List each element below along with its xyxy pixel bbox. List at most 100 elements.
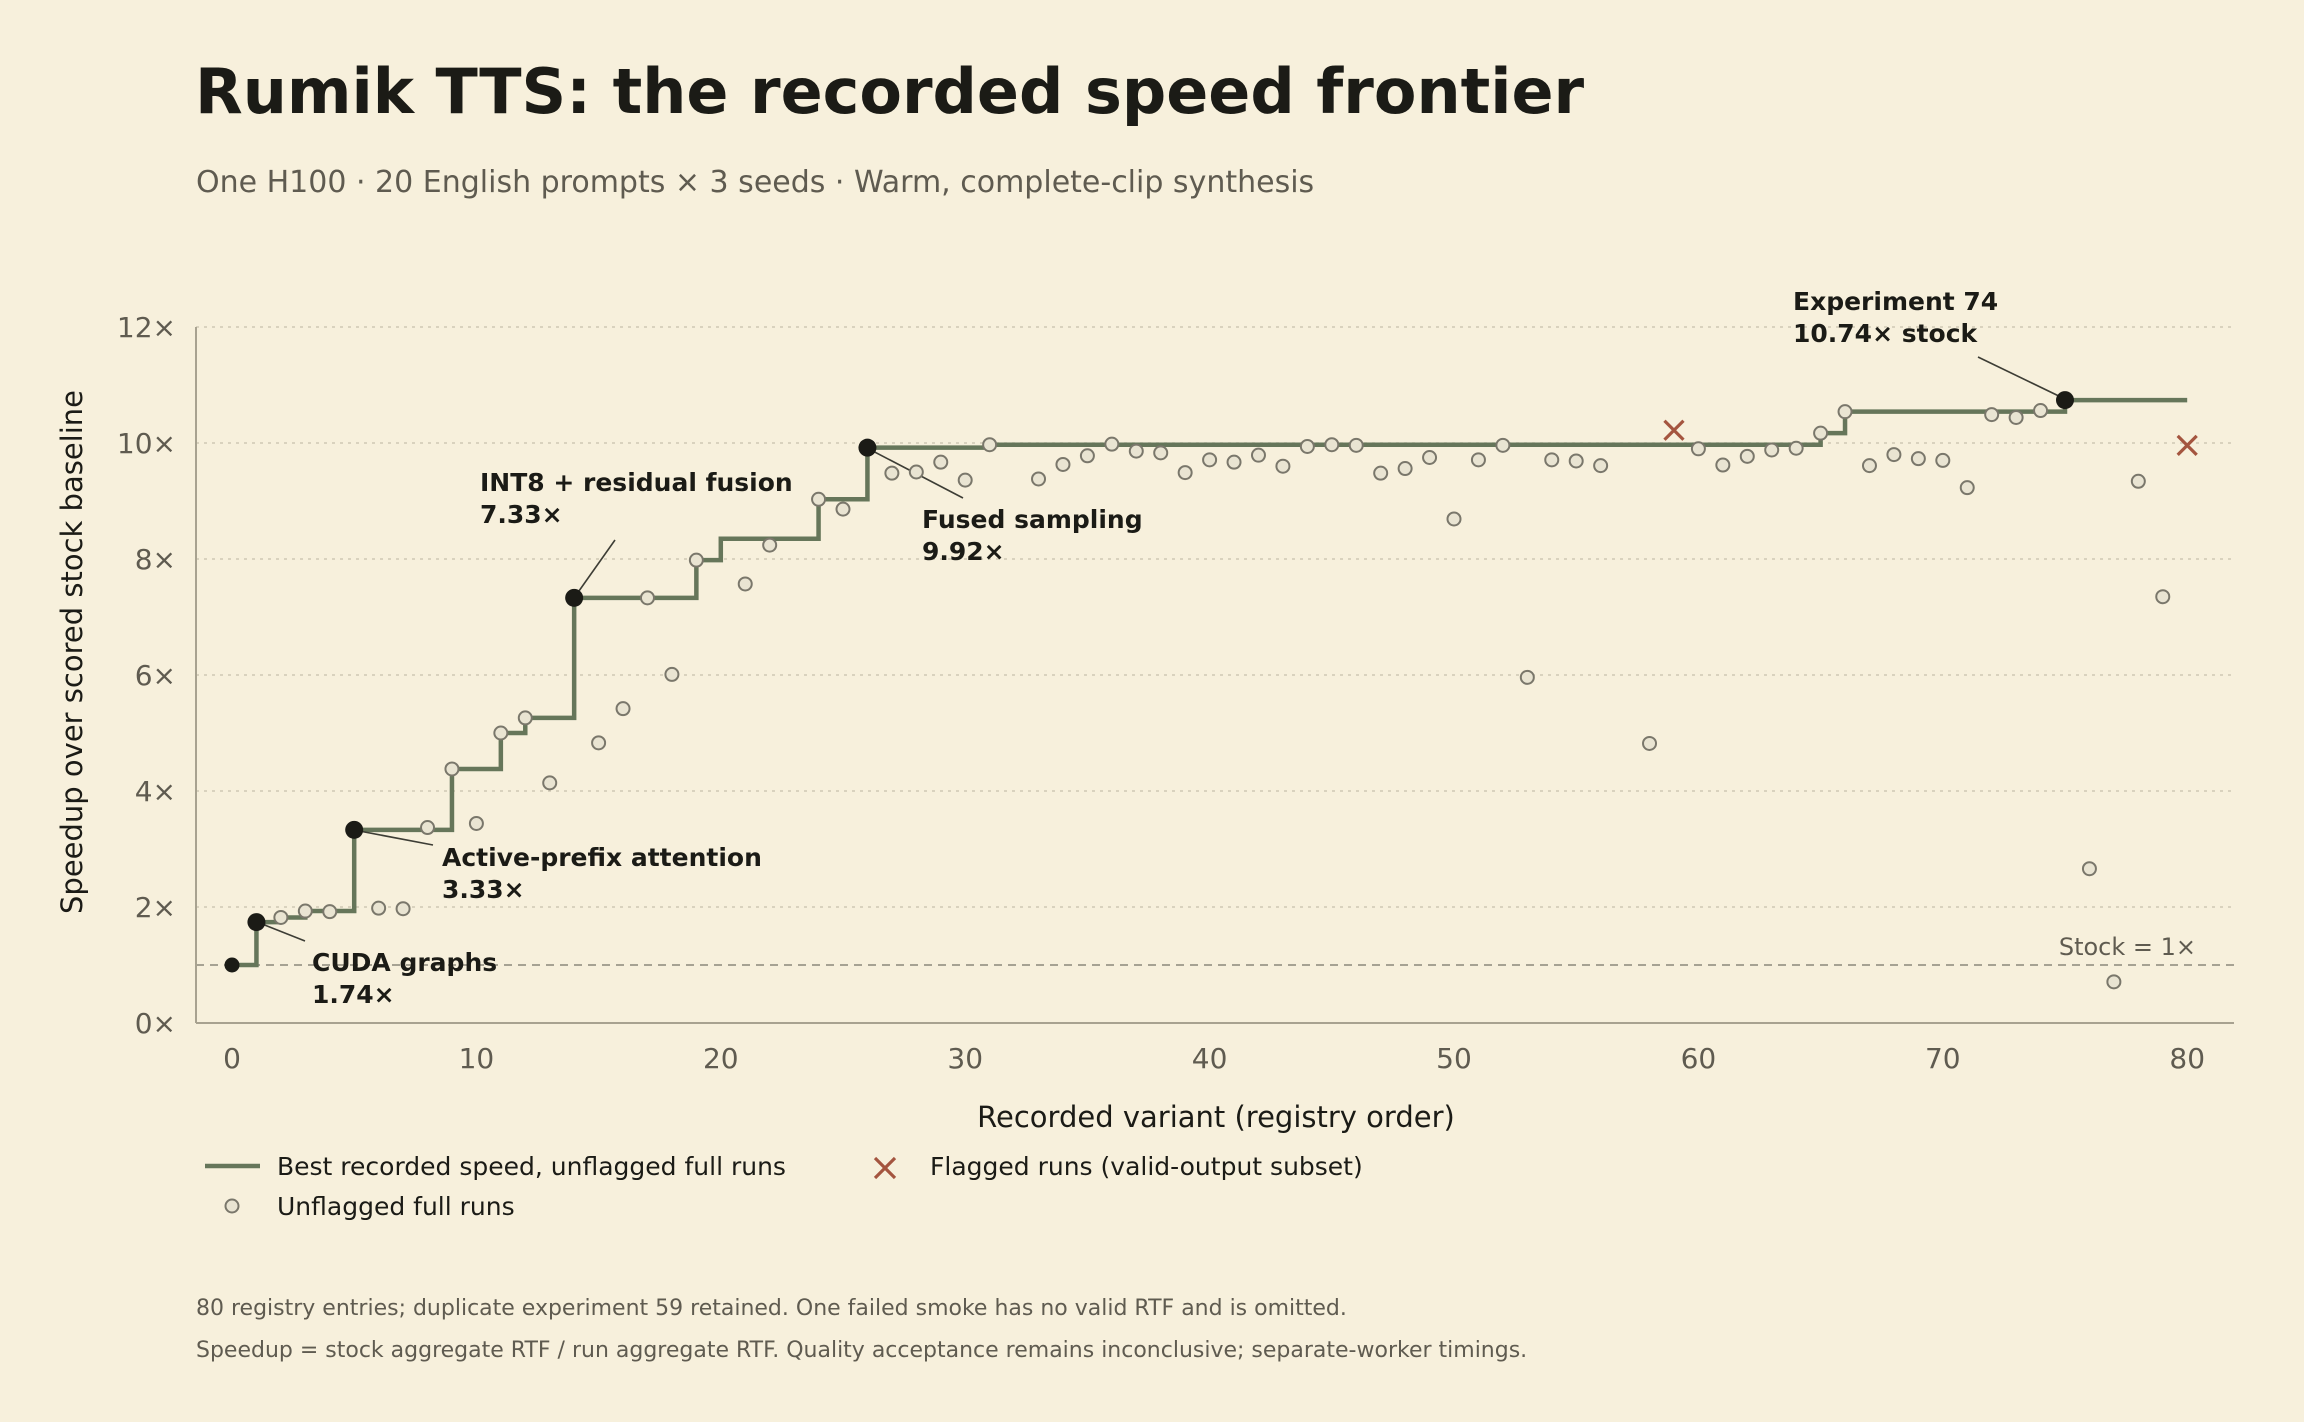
y-tick-labels: 0× 2× 4× 6× 8× 10× 12×: [117, 311, 176, 1040]
unflagged-run-point: [517, 710, 533, 726]
unflagged-run-point: [615, 701, 631, 717]
annotation-label: CUDA graphs: [312, 948, 497, 977]
unflagged-run-point: [1104, 436, 1120, 452]
flagged-marker-stroke: [1663, 419, 1685, 441]
y-tick-label: 12×: [117, 311, 176, 344]
unflagged-run-point: [468, 815, 484, 831]
unflagged-run-point: [1079, 448, 1095, 464]
annotation-leader-line: [353, 829, 434, 846]
annotation-leader-line: [256, 921, 306, 942]
unflagged-run-point: [2033, 403, 2049, 419]
legend-frontier-label: Best recorded speed, unflagged full runs: [277, 1152, 786, 1181]
unflagged-run-point: [1690, 441, 1706, 457]
unflagged-run-point: [908, 464, 924, 480]
unflagged-run-point: [1495, 437, 1511, 453]
unflagged-run-point: [1275, 458, 1291, 474]
legend-flagged-swatch: [873, 1156, 897, 1180]
unflagged-run-point: [297, 903, 313, 919]
unflagged-run-point: [639, 590, 655, 606]
unflagged-run-point: [1861, 458, 1877, 474]
unflagged-run-point: [1299, 438, 1315, 454]
x-tick-label: 40: [1192, 1042, 1228, 1075]
chart-title: Rumik TTS: the recorded speed frontier: [195, 55, 1585, 128]
annotation-label: INT8 + residual fusion: [480, 468, 793, 497]
unflagged-run-point: [1446, 511, 1462, 527]
milestone-point: [858, 438, 877, 457]
milestone-points: [224, 391, 2074, 973]
unflagged-run-point: [737, 576, 753, 592]
milestone-point: [247, 913, 266, 932]
y-tick-label: 2×: [135, 891, 176, 924]
unflagged-run-point: [1886, 447, 1902, 463]
unflagged-run-point: [1544, 452, 1560, 468]
unflagged-run-point: [1226, 454, 1242, 470]
annotations: CUDA graphs 1.74× Active-prefix attention 3…: [312, 287, 1998, 1009]
unflagged-run-point: [1910, 451, 1926, 467]
unflagged-run-point: [1470, 452, 1486, 468]
unflagged-run-point: [1519, 669, 1535, 685]
unflagged-run-point: [884, 465, 900, 481]
unflagged-run-point: [444, 761, 460, 777]
unflagged-run-point: [1055, 456, 1071, 472]
unflagged-run-point: [493, 725, 509, 741]
unflagged-run-point: [1715, 457, 1731, 473]
legend-unflagged-swatch: [224, 1198, 240, 1214]
milestone-point: [224, 957, 240, 973]
x-tick-label: 60: [1681, 1042, 1717, 1075]
unflagged-run-point: [1202, 452, 1218, 468]
x-tick-label: 30: [947, 1042, 983, 1075]
axes: [195, 327, 2234, 1024]
y-tick-label: 0×: [135, 1007, 176, 1040]
unflagged-run-point: [1935, 452, 1951, 468]
x-tick-labels: 0 10 20 30 40 50 60 70 80: [223, 1042, 2205, 1075]
unflagged-run-point: [273, 909, 289, 925]
unflagged-run-point: [1984, 407, 2000, 423]
unflagged-run-point: [688, 552, 704, 568]
unflagged-run-point: [1788, 440, 1804, 456]
annotation-value: 3.33×: [442, 875, 525, 904]
unflagged-run-point: [1959, 480, 1975, 496]
milestone-point: [565, 588, 584, 607]
unflagged-run-point: [1642, 735, 1658, 751]
unflagged-run-point: [811, 491, 827, 507]
y-axis-label: Speedup over scored stock baseline: [55, 390, 89, 914]
milestone-point: [345, 820, 364, 839]
unflagged-run-point: [1177, 465, 1193, 481]
legend-flagged-label: Flagged runs (valid-output subset): [930, 1152, 1363, 1181]
unflagged-run-point: [1568, 453, 1584, 469]
legend-unflagged-label: Unflagged full runs: [277, 1192, 515, 1221]
unflagged-run-point: [371, 900, 387, 916]
unflagged-run-point: [1764, 442, 1780, 458]
flagged-run-marker: [2176, 434, 2198, 456]
x-tick-label: 10: [459, 1042, 495, 1075]
unflagged-run-point: [1324, 437, 1340, 453]
unflagged-run-point: [933, 454, 949, 470]
stock-reference: Stock = 1×: [196, 933, 2234, 966]
unflagged-run-point: [1397, 461, 1413, 477]
x-tick-label: 70: [1925, 1042, 1961, 1075]
unflagged-run-point: [1153, 445, 1169, 461]
annotation-label: Active-prefix attention: [442, 843, 762, 872]
unflagged-run-point: [982, 437, 998, 453]
unflagged-points: [273, 403, 2171, 990]
flagged-run-marker: [1663, 419, 1685, 441]
unflagged-run-point: [1373, 465, 1389, 481]
unflagged-run-point: [322, 904, 338, 920]
x-tick-label: 20: [703, 1042, 739, 1075]
y-tick-label: 10×: [117, 427, 176, 460]
unflagged-run-point: [1837, 404, 1853, 420]
unflagged-run-point: [591, 735, 607, 751]
flagged-points: [1663, 419, 2198, 456]
unflagged-run-point: [1031, 471, 1047, 487]
annotation-leader-line: [1977, 356, 2066, 400]
unflagged-run-point: [2008, 409, 2024, 425]
y-tick-label: 8×: [135, 543, 176, 576]
y-tick-label: 6×: [135, 659, 176, 692]
unflagged-run-point: [835, 501, 851, 517]
stock-reference-label: Stock = 1×: [2059, 933, 2196, 961]
unflagged-run-point: [542, 775, 558, 791]
unflagged-run-point: [1422, 450, 1438, 465]
x-tick-label: 50: [1436, 1042, 1472, 1075]
annotation-label: Fused sampling: [922, 505, 1143, 534]
